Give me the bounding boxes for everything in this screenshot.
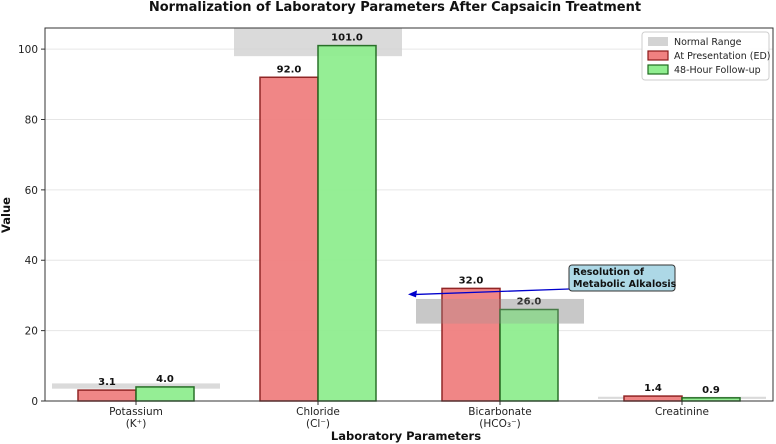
plot-area: 0 20 40 60 80 100 3.1 92.0 32.0 1.4 4.0 101.0 26.0 0.… [18, 27, 774, 430]
y-tick-label: 40 [25, 255, 38, 267]
x-tick-label-sub: (HCO₃⁻) [479, 418, 520, 430]
legend-swatch [647, 50, 669, 61]
legend: Normal Range At Presentation (ED) 48-Hour … [641, 31, 771, 81]
annotation-text-line1: Resolution of [573, 267, 645, 278]
data-label: 3.1 [98, 377, 116, 388]
bar [317, 44, 377, 402]
x-tick-label-sub: (Cl⁻) [306, 418, 330, 430]
x-tick-label: Creatinine [655, 406, 709, 418]
x-tick-label: Bicarbonate [468, 406, 531, 418]
data-label: 4.0 [156, 374, 174, 385]
x-tick-label-sub: (K⁺) [126, 418, 147, 430]
data-label: 0.9 [702, 385, 720, 396]
chart-title: Normalization of Laboratory Parameters A… [149, 0, 641, 15]
plot-frame [44, 27, 774, 402]
legend-label: Normal Range [674, 37, 742, 48]
normal-range-overlay [416, 298, 584, 324]
legend-swatch [647, 64, 669, 75]
data-label: 92.0 [277, 64, 302, 75]
x-axis-label: Laboratory Parameters [331, 429, 481, 443]
legend-label: At Presentation (ED) [674, 51, 771, 62]
bar [499, 308, 559, 402]
data-label: 1.4 [644, 383, 662, 394]
annotation-arrow-line [415, 288, 570, 296]
normal-range-band [52, 383, 220, 389]
legend-box [641, 31, 770, 81]
y-tick-label: 60 [25, 185, 38, 197]
y-tick-label: 0 [31, 396, 38, 408]
legend-swatch [648, 37, 668, 46]
data-label: 101.0 [331, 33, 363, 44]
x-tick-label: Potassium [109, 406, 163, 418]
y-tick-label: 80 [25, 114, 38, 126]
bar [135, 386, 195, 402]
y-tick-label: 20 [25, 326, 38, 338]
annotation-arrow-head [408, 290, 417, 298]
data-label: 26.0 [517, 297, 542, 308]
bar [77, 389, 137, 402]
bar [623, 395, 683, 402]
legend-label: 48-Hour Follow-up [674, 65, 761, 76]
bar [259, 76, 319, 402]
y-axis-label: Value [0, 197, 13, 233]
annotation-box [568, 264, 676, 292]
data-label: 32.0 [459, 275, 484, 286]
annotation-text-line2: Metabolic Alkalosis [573, 279, 677, 290]
y-tick-label: 100 [18, 44, 38, 56]
x-tick-label: Chloride [296, 406, 340, 418]
